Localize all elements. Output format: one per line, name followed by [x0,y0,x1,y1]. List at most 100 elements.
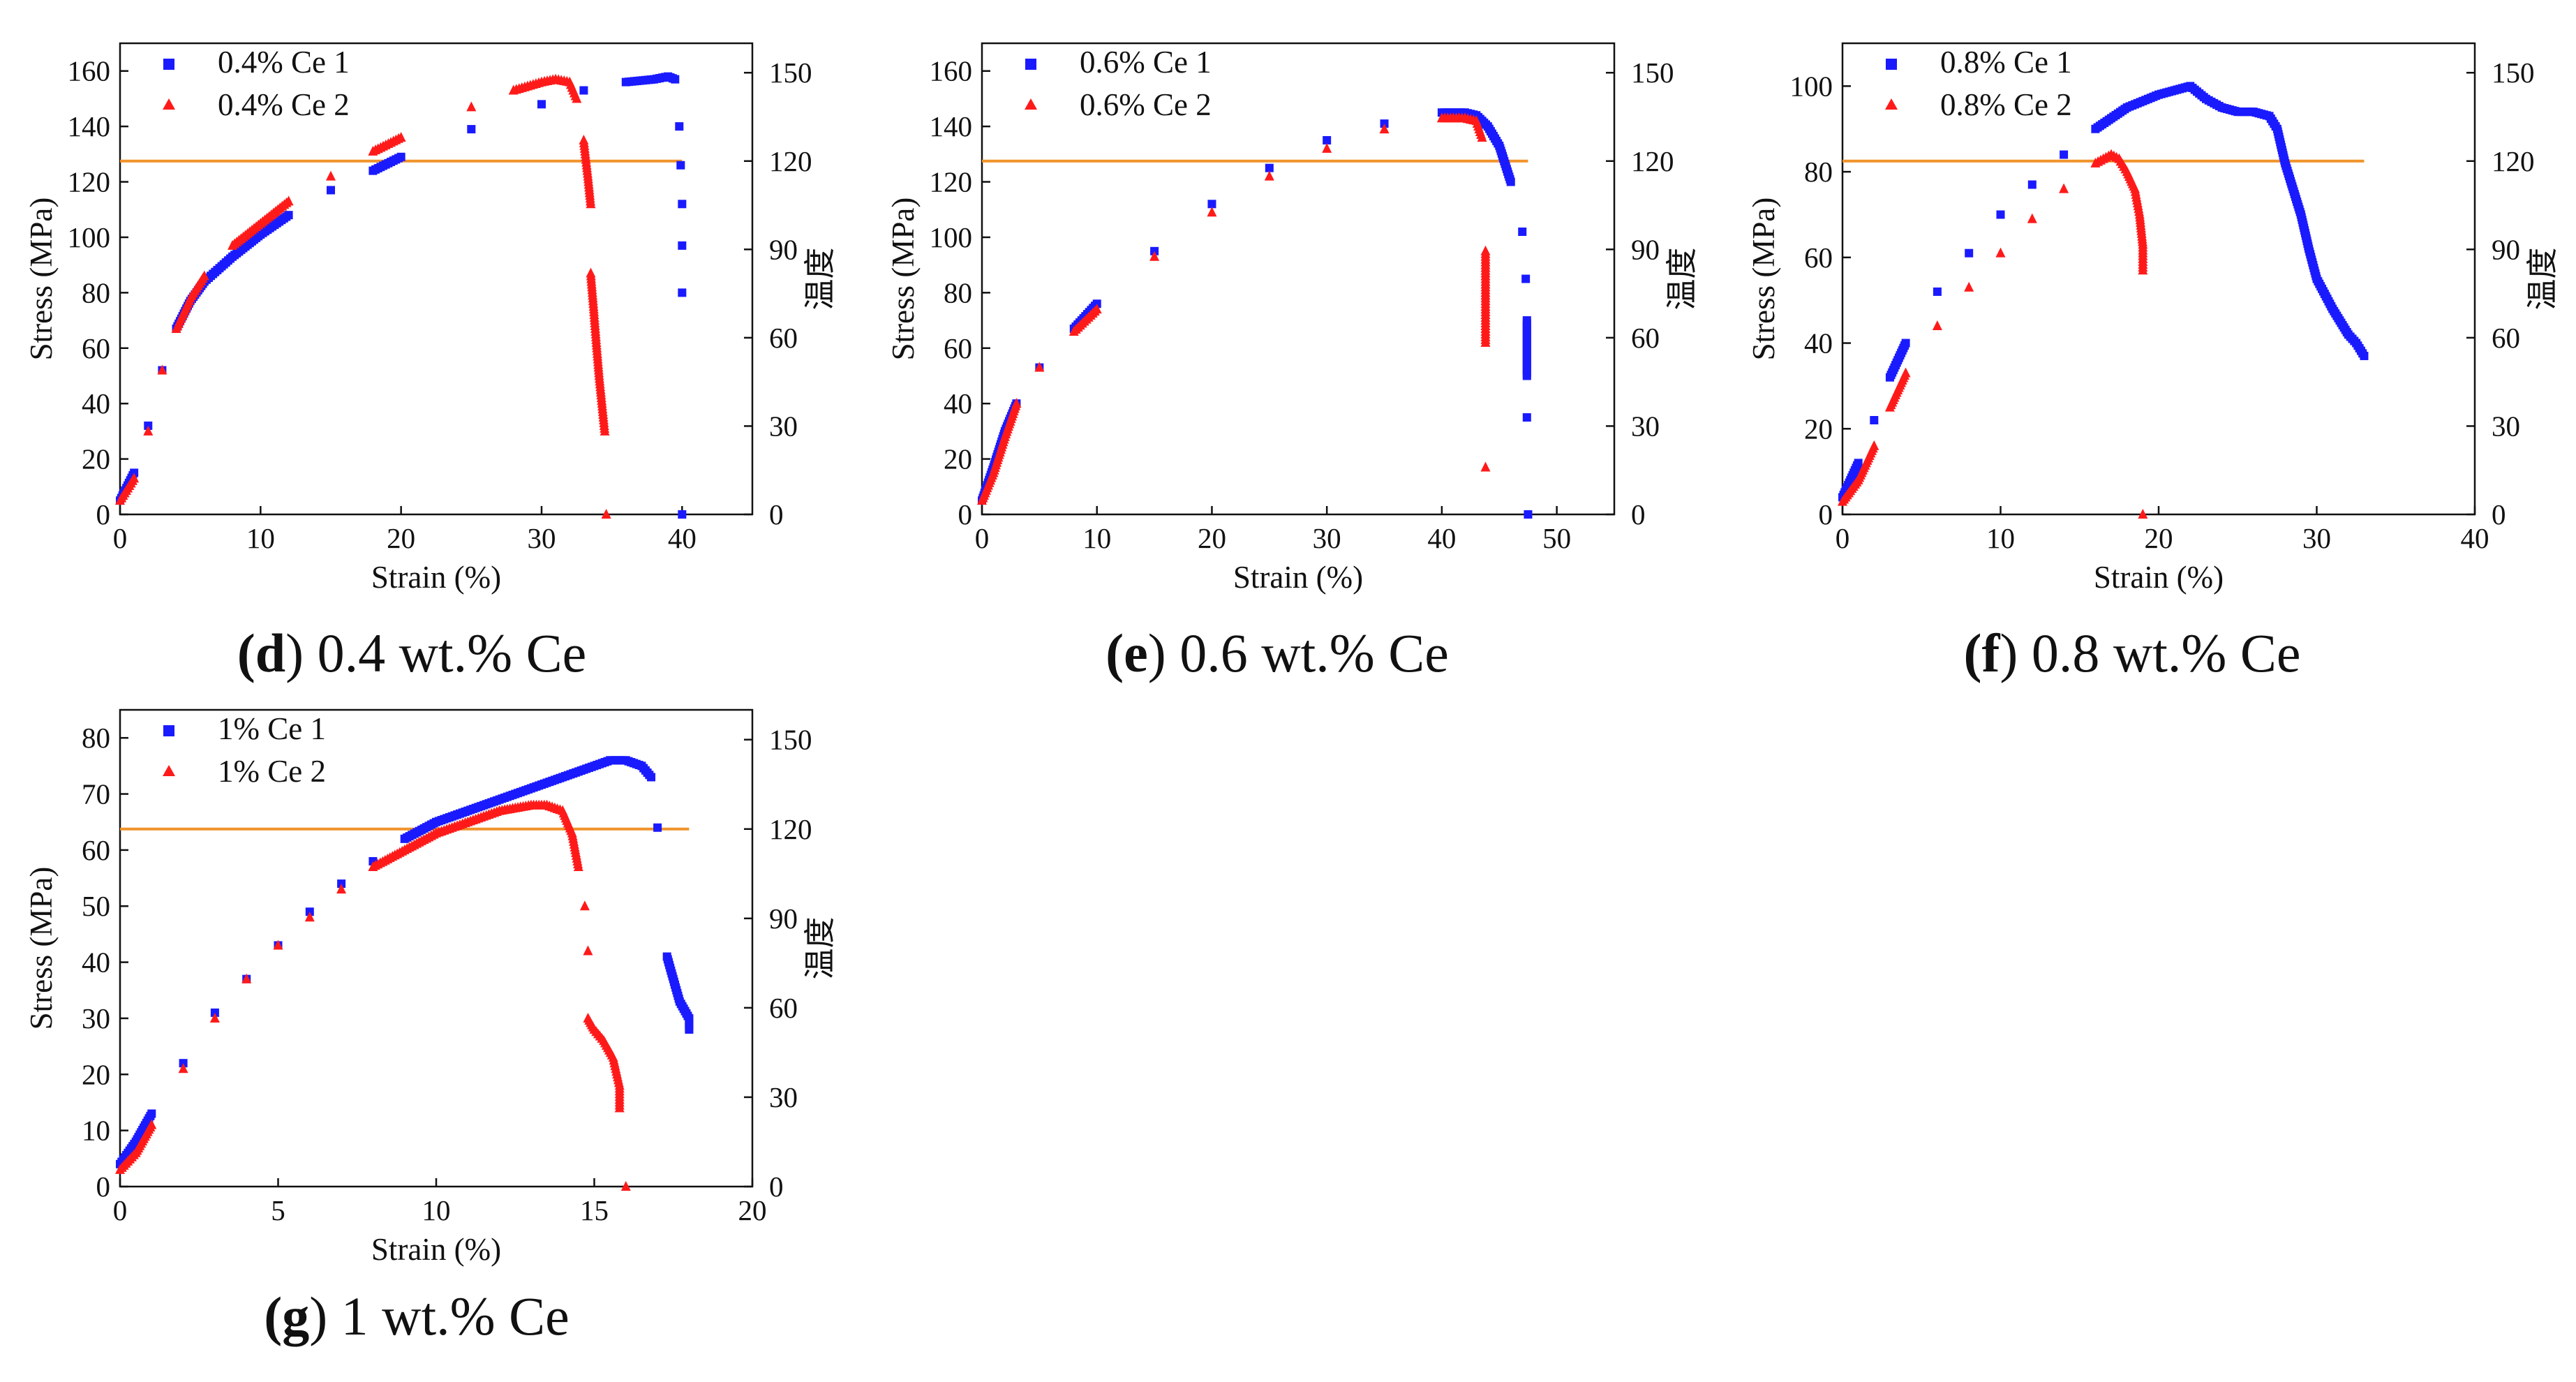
y-tick-label: 0 [96,1171,111,1203]
legend-label: 0.4% Ce 1 [218,45,350,80]
data-point [1870,416,1879,424]
y2-tick-label: 120 [1631,145,1674,177]
x-tick-label: 40 [1427,522,1456,554]
data-point [2027,180,2037,189]
legend-marker-triangle [163,765,175,776]
data-point [2027,213,2037,223]
data-point [1522,413,1531,422]
data-point [601,509,611,519]
data-point [600,425,610,436]
y2-tick-label: 60 [769,322,798,354]
data-point [147,1109,156,1118]
data-point [284,211,293,220]
data-point [179,1059,188,1068]
x-tick-label: 20 [2145,522,2173,554]
data-point [1480,461,1491,472]
data-point [675,122,684,131]
x-axis-label: Strain (%) [2094,560,2224,595]
series-2 [115,799,631,1191]
y-tick-label: 60 [944,332,972,364]
legend-marker-square [1886,59,1897,70]
y2-tick-label: 120 [2492,145,2535,177]
x-tick-label: 0 [113,522,128,554]
data-point [199,270,209,281]
x-tick-label: 5 [271,1194,285,1226]
data-point [2138,509,2148,519]
data-point [1869,440,1879,450]
caption-d: (d) 0.4 wt.% Ce [237,623,586,683]
y-tick-label: 160 [930,55,973,87]
data-point [1034,362,1045,372]
legend-marker-triangle [1025,98,1037,110]
y2-tick-label: 0 [1631,498,1646,530]
data-point [678,510,687,519]
data-point [1854,459,1863,468]
data-point [209,1012,220,1023]
data-point [304,912,315,922]
data-point [2360,351,2369,360]
data-point [573,861,583,871]
x-tick-label: 30 [528,522,556,554]
data-point [1480,336,1491,347]
legend-marker-square [163,725,174,736]
y-tick-label: 100 [1790,70,1833,102]
data-point [396,132,406,142]
series-2 [977,112,1491,505]
y-tick-label: 80 [82,276,110,309]
y2-tick-label: 90 [769,902,798,935]
y2-tick-label: 30 [769,410,798,442]
x-tick-label: 40 [668,522,697,554]
plot-frame [119,708,754,1188]
data-point [210,1008,219,1017]
y-axis-label: Stress (MPa) [24,867,59,1030]
x-axis-label: Strain (%) [371,560,501,595]
data-point [1323,135,1332,144]
x-tick-label: 50 [1542,522,1571,554]
x-axis-label: Strain (%) [371,1232,501,1267]
data-point [1901,339,1910,348]
legend-marker-square [1025,59,1036,70]
data-point [653,823,662,832]
y-tick-label: 20 [82,1058,110,1090]
y-tick-label: 80 [82,722,110,754]
y-tick-label: 0 [1819,498,1833,530]
y2-tick-label: 150 [1631,57,1674,89]
data-point [647,773,656,782]
data-point [678,288,687,297]
y-tick-label: 20 [1804,413,1833,445]
data-point [1322,142,1332,153]
y-tick-label: 70 [82,778,110,810]
data-point [157,364,167,375]
y-tick-label: 30 [82,1002,110,1034]
y-tick-label: 40 [1804,327,1833,359]
y2-tick-label: 150 [769,724,812,756]
data-point [283,195,294,206]
data-point [178,1063,188,1073]
x-tick-label: 0 [1836,522,1850,554]
y-tick-label: 50 [82,890,110,922]
chart-panel-f: 0 10 20 30 400204060801000306090120150Strain… [1746,42,2560,595]
data-point [1265,163,1274,172]
y-tick-label: 140 [68,110,111,142]
data-point [2138,265,2148,275]
y-tick-label: 80 [944,276,972,309]
y-tick-label: 140 [930,110,973,142]
legend-marker-square [163,59,174,70]
y2-axis-label: 温度 [1665,247,1699,310]
series-1 [116,756,694,1168]
data-point [147,1119,157,1129]
legend-label: 1% Ce 1 [218,711,326,746]
data-point [1092,304,1102,314]
y-tick-label: 60 [82,834,110,866]
legend-label: 0.8% Ce 1 [1940,45,2072,80]
y-axis-label: Stress (MPa) [24,198,59,361]
series-2 [115,73,611,519]
legend-label: 0.6% Ce 1 [1080,45,1212,80]
data-point [586,198,596,209]
data-point [537,100,546,109]
y-tick-label: 160 [68,55,111,87]
y2-tick-label: 150 [769,57,812,89]
series-1 [1838,82,2369,502]
data-point [1264,170,1274,181]
y-tick-label: 100 [68,221,111,253]
